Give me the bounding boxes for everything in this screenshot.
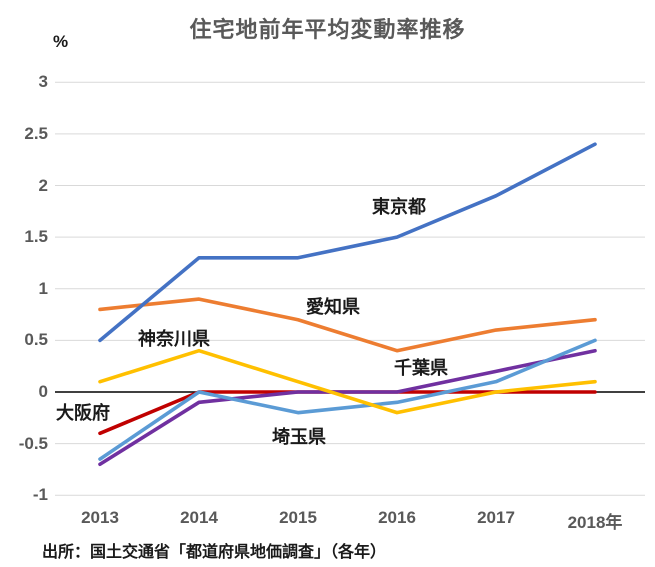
y-tick-label: -0.5 (18, 433, 48, 453)
x-tick-label: 2016 (378, 508, 416, 527)
x-tick-label: 2013 (81, 508, 119, 527)
source-note: 出所：国土交通省「都道府県地価調査」（各年） (42, 544, 387, 561)
series-line-kanagawa (98, 348, 597, 415)
y-tick-label: 0 (38, 382, 48, 401)
series-line-aichi (98, 297, 597, 353)
y-tick-label: 2 (38, 175, 48, 195)
series-label-kanagawa: 神奈川県 (138, 329, 210, 349)
x-tick-label: 2018年 (567, 513, 623, 532)
y-axis-unit-label: % (53, 32, 69, 51)
series-label-saitama: 埼玉県 (272, 427, 326, 447)
x-tick-label: 2015 (279, 508, 317, 527)
y-tick-label: 0.5 (24, 330, 48, 350)
series-line-tokyo (98, 142, 597, 343)
y-tick-label: 1.5 (24, 227, 48, 247)
chart-title: 住宅地前年平均変動率推移 (189, 17, 466, 42)
series-label-tokyo: 東京都 (372, 197, 426, 217)
series-label-aichi: 愛知県 (306, 297, 360, 317)
series-line-chiba (98, 348, 597, 467)
series-line-saitama (98, 338, 597, 461)
y-tick-label: 3 (38, 72, 48, 92)
y-tick-label: 1 (38, 278, 48, 298)
y-tick-label: 2.5 (24, 123, 48, 143)
series-label-chiba: 千葉県 (394, 358, 448, 378)
series-label-osaka: 大阪府 (56, 403, 110, 423)
y-tick-label: -1 (32, 485, 48, 505)
x-tick-label: 2017 (477, 508, 515, 527)
x-tick-label: 2014 (180, 508, 218, 527)
